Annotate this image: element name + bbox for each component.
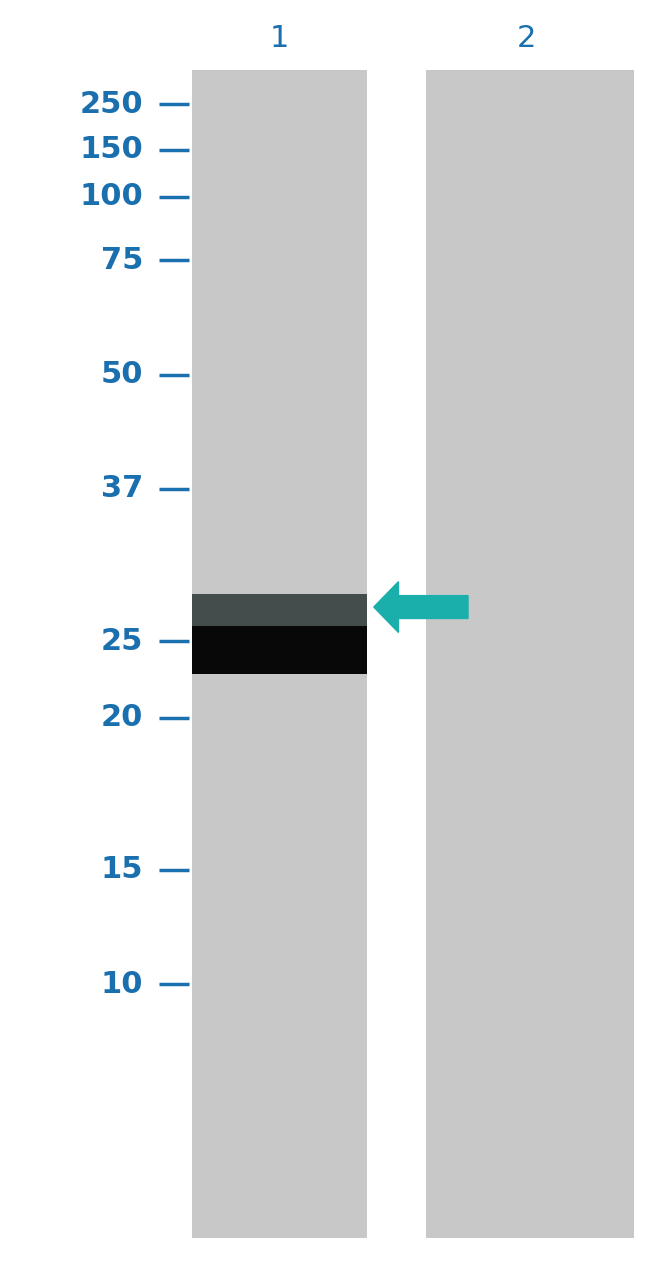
FancyArrow shape bbox=[374, 582, 468, 632]
Text: 25: 25 bbox=[101, 627, 143, 655]
Text: 100: 100 bbox=[79, 183, 143, 211]
Text: 150: 150 bbox=[79, 136, 143, 164]
Bar bbox=[192, 594, 367, 626]
Text: 250: 250 bbox=[79, 90, 143, 118]
Text: 20: 20 bbox=[101, 704, 143, 732]
Text: 10: 10 bbox=[101, 970, 143, 998]
Text: 75: 75 bbox=[101, 246, 143, 274]
Text: 1: 1 bbox=[270, 24, 289, 52]
Text: 15: 15 bbox=[101, 856, 143, 884]
Bar bbox=[192, 70, 367, 1238]
Bar bbox=[426, 70, 634, 1238]
Bar bbox=[192, 594, 367, 626]
Bar bbox=[192, 626, 367, 674]
Text: 2: 2 bbox=[517, 24, 536, 52]
Text: 50: 50 bbox=[101, 361, 143, 389]
Text: 37: 37 bbox=[101, 475, 143, 503]
